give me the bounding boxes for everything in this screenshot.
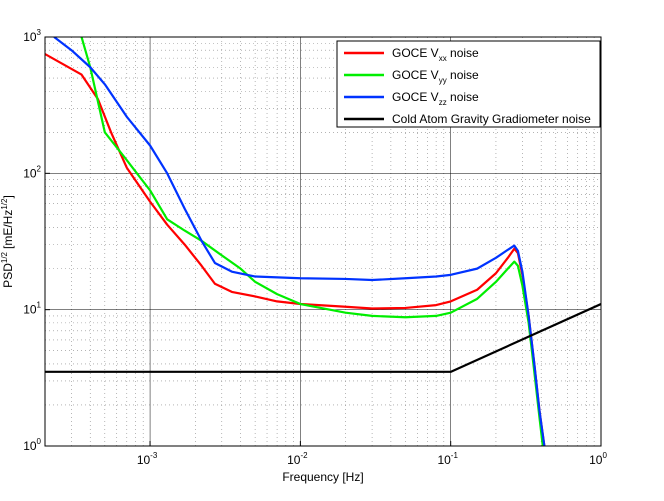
y-tick-label: 103 <box>23 28 41 44</box>
y-tick-base: 10 <box>23 166 37 180</box>
legend-prefix: GOCE V <box>392 68 439 82</box>
y-tick-exp: 1 <box>37 301 42 310</box>
legend-label-3: Cold Atom Gravity Gradiometer noise <box>392 112 591 126</box>
legend-sub: xx <box>439 54 447 63</box>
x-tick-label: 10-2 <box>287 451 308 467</box>
series-line-2 <box>53 37 546 446</box>
legend-prefix: GOCE V <box>392 90 439 104</box>
plot-frame <box>44 36 602 447</box>
y-tick-base: 10 <box>23 439 37 453</box>
legend-suffix: noise <box>447 68 479 82</box>
legend-prefix: GOCE V <box>392 46 439 60</box>
x-tick-label: 100 <box>589 451 607 467</box>
x-tick-exp: -3 <box>150 451 158 460</box>
x-tick-exp: -1 <box>451 451 459 460</box>
series-line-3 <box>45 303 601 373</box>
y-label-units-sup: 1/2 <box>0 198 9 210</box>
series-line-1 <box>80 37 544 446</box>
y-axis-label: PSD1/2[mE/Hz1/2] <box>0 195 15 288</box>
y-label-close: ] <box>1 195 15 198</box>
y-tick-label: 101 <box>23 301 41 317</box>
legend-prefix: Cold Atom Gravity Gradiometer noise <box>392 112 591 126</box>
legend-sub: zz <box>439 98 447 107</box>
y-label-psd-sup: 1/2 <box>0 251 9 263</box>
x-tick-base: 10 <box>137 453 151 467</box>
x-tick-label: 10-3 <box>137 451 158 467</box>
x-tick-exp: -2 <box>300 451 308 460</box>
y-label-units: [mE/Hz <box>1 210 15 249</box>
x-axis-label: Frequency [Hz] <box>282 470 363 484</box>
x-tick-base: 10 <box>437 453 451 467</box>
y-label-psd: PSD <box>1 263 15 288</box>
y-tick-exp: 0 <box>37 437 42 446</box>
x-tick-base: 10 <box>287 453 301 467</box>
series-layer <box>45 37 601 446</box>
legend-label-1: GOCE Vyy noise <box>392 68 479 85</box>
legend-suffix: noise <box>447 46 479 60</box>
legend-sub: yy <box>439 76 447 85</box>
y-tick-label: 102 <box>23 164 41 180</box>
x-tick-label: 10-1 <box>437 451 458 467</box>
legend-label-0: GOCE Vxx noise <box>392 46 479 63</box>
legend-box <box>336 40 601 128</box>
y-tick-exp: 2 <box>37 164 42 173</box>
x-tick-exp: 0 <box>602 451 607 460</box>
legend-label-2: GOCE Vzz noise <box>392 90 479 107</box>
legend-suffix: noise <box>447 90 479 104</box>
y-tick-base: 10 <box>23 30 37 44</box>
x-tick-base: 10 <box>589 453 603 467</box>
y-tick-label: 100 <box>23 437 41 453</box>
y-tick-base: 10 <box>23 303 37 317</box>
y-tick-exp: 3 <box>37 28 42 37</box>
